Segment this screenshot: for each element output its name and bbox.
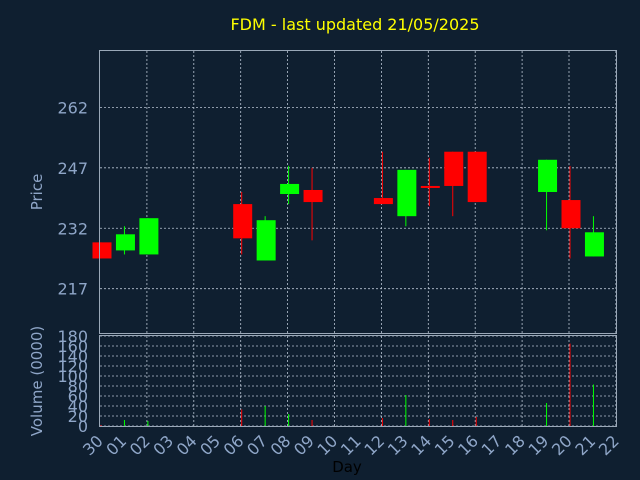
price-tick-label: 247 (57, 159, 88, 178)
candle-body (561, 200, 581, 229)
volume-axis-label: Volume (0000) (28, 326, 46, 436)
candle-body (373, 198, 393, 205)
volume-tick-label: 60 (68, 387, 88, 406)
candle-body (444, 151, 464, 186)
candle-body (420, 185, 440, 188)
chart-title: FDM - last updated 21/05/2025 (230, 15, 479, 34)
price-axis-label: Price (28, 174, 46, 211)
volume-bars (100, 343, 594, 426)
candle-body (397, 169, 417, 217)
volume-grid (100, 335, 617, 427)
candle-body (233, 204, 253, 239)
volume-tick-label: 180 (57, 327, 88, 346)
volume-tick-label: 80 (68, 377, 88, 396)
price-tick-label: 262 (57, 98, 88, 117)
volume-tick-label: 40 (68, 397, 88, 416)
x-axis-label: Day (332, 458, 362, 476)
price-tick-label: 232 (57, 219, 88, 238)
price-panel-frame (99, 50, 617, 334)
candle-body (256, 220, 276, 261)
candle-body (92, 242, 112, 259)
volume-tick-label: 140 (57, 347, 88, 366)
candle-body (538, 159, 558, 192)
price-tick-label: 217 (57, 280, 88, 299)
price-tick-labels: 217 232 247 262 (57, 98, 88, 298)
candle-body (584, 232, 604, 257)
day-tick-label: 22 (595, 431, 623, 459)
volume-panel-frame (99, 335, 617, 427)
candle-body (115, 234, 135, 251)
volume-tick-label: 160 (57, 337, 88, 356)
candle-body (280, 183, 300, 195)
volume-tick-label: 0 (78, 417, 88, 436)
candle-body (303, 189, 323, 203)
volume-tick-label: 20 (68, 407, 88, 426)
volume-tick-label: 120 (57, 357, 88, 376)
volume-tick-label: 100 (57, 367, 88, 386)
day-tick-labels: 3001020304050607080910111213141516171819… (79, 431, 623, 459)
candle-body (467, 151, 487, 203)
candle-body (139, 218, 159, 255)
candles (92, 151, 604, 261)
